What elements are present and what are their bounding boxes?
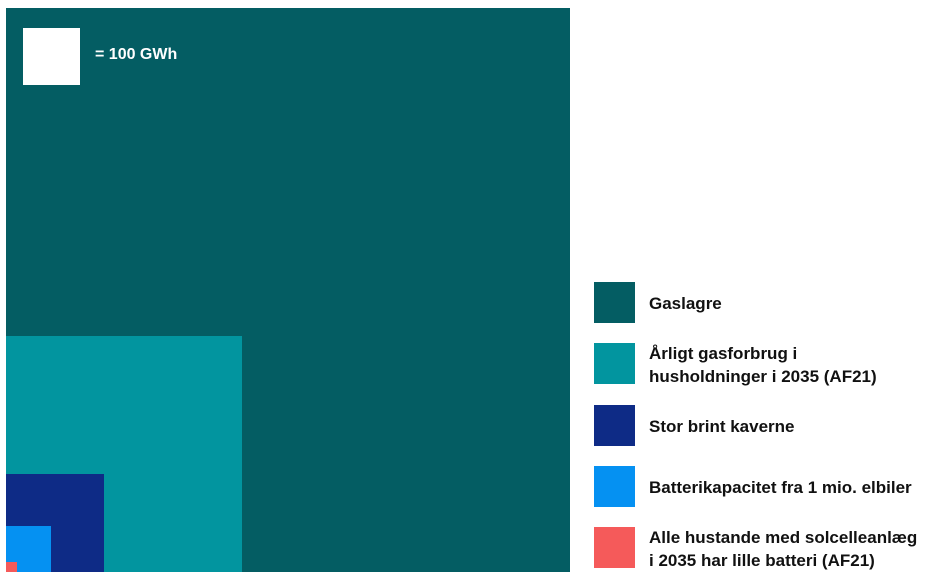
legend-label-line: Årligt gasforbrug i — [649, 344, 798, 363]
square-solcelleanlaeg-batteri — [6, 562, 17, 572]
legend-label-line: i 2035 har lille batteri (AF21) — [649, 551, 875, 570]
legend-label: Gaslagre — [649, 292, 935, 315]
legend-label: Stor brint kaverne — [649, 415, 935, 438]
legend-label-line: Batterikapacitet fra 1 mio. elbiler — [649, 478, 912, 497]
legend-label-line: husholdninger i 2035 (AF21) — [649, 367, 877, 386]
scale-reference-label: = 100 GWh — [95, 46, 178, 63]
legend-label: Årligt gasforbrug i husholdninger i 2035… — [649, 342, 935, 388]
legend-swatch — [594, 282, 635, 323]
legend-label: Alle hustande med solcelleanlæg i 2035 h… — [649, 526, 935, 572]
legend-swatch — [594, 466, 635, 507]
legend-label-line: Stor brint kaverne — [649, 417, 795, 436]
legend-label: Batterikapacitet fra 1 mio. elbiler — [649, 476, 935, 499]
legend-swatch — [594, 527, 635, 568]
scale-reference-square — [23, 28, 80, 85]
legend-label-line: Gaslagre — [649, 294, 722, 313]
legend-label-line: Alle hustande med solcelleanlæg — [649, 528, 918, 547]
legend-swatch — [594, 343, 635, 384]
legend-swatch — [594, 405, 635, 446]
